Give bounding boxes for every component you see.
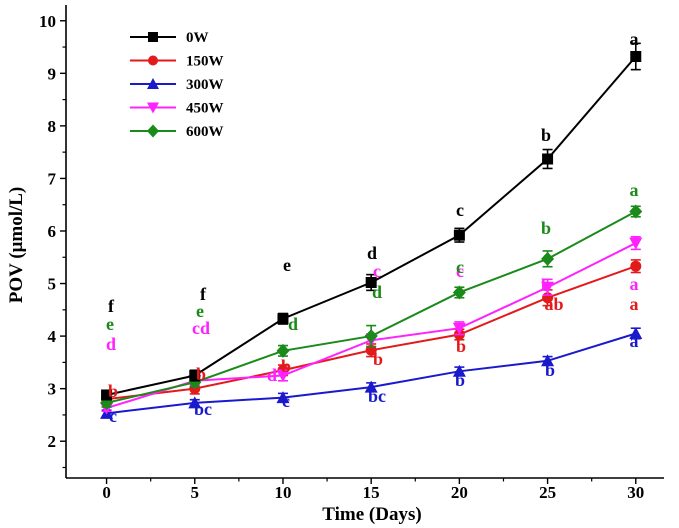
x-tick-label: 10	[274, 483, 291, 502]
data-point	[365, 276, 377, 288]
axes: 0 5 10 15 20 25 30 2 3 4 5 6 7 8 9 10	[39, 5, 664, 502]
x-tick-label: 15	[363, 483, 380, 502]
x-axis-title: Time (Days)	[322, 504, 421, 525]
significance-label: b	[455, 370, 465, 390]
significance-label: ab	[544, 294, 563, 314]
data-point	[188, 396, 202, 409]
legend-entry-300w: 300W	[130, 77, 224, 93]
y-tick-label: 3	[48, 380, 57, 399]
legend-entry-150w: 150W	[130, 54, 224, 70]
legend-entry-450w: 450W	[130, 101, 224, 117]
data-point	[277, 313, 289, 325]
y-tick-label: 4	[48, 327, 57, 346]
significance-label: f	[200, 284, 207, 304]
significance-label: b	[541, 125, 551, 145]
series-0w	[101, 42, 642, 401]
legend-marker	[148, 55, 158, 66]
y-tick-label: 10	[39, 12, 56, 31]
significance-label: c	[373, 261, 381, 281]
significance-label: b	[545, 360, 555, 380]
y-tick-label: 9	[48, 64, 57, 83]
data-point	[276, 391, 290, 404]
significance-label: c	[456, 200, 464, 220]
y-tick-label: 5	[48, 275, 57, 294]
data-point	[189, 370, 201, 382]
x-tick-label: 30	[627, 483, 644, 502]
data-point	[541, 354, 555, 367]
significance-label: b	[281, 356, 291, 376]
data-point	[452, 364, 466, 377]
legend-label: 450W	[186, 101, 224, 117]
data-point	[453, 229, 465, 241]
significance-label: c	[282, 391, 290, 411]
x-tick-label: 20	[451, 483, 468, 502]
data-point	[364, 329, 378, 344]
significance-label: b	[108, 381, 118, 401]
data-point	[542, 153, 554, 165]
significance-label: e	[106, 314, 114, 334]
significance-label: a	[630, 331, 639, 351]
y-tick-label: 6	[48, 222, 57, 241]
significance-label: f	[108, 296, 115, 316]
significance-label: a	[630, 29, 639, 49]
significance-label: c	[109, 406, 117, 426]
significance-label: b	[456, 336, 466, 356]
legend-marker	[147, 102, 159, 114]
legend-label: 300W	[186, 77, 224, 93]
significance-label: d	[288, 314, 298, 334]
data-point	[276, 343, 290, 358]
x-tick-label: 0	[102, 483, 111, 502]
significance-label: bc	[194, 399, 212, 419]
legend-label: 0W	[186, 30, 209, 46]
significance-label: a	[630, 180, 639, 200]
y-tick-label: 2	[48, 432, 57, 451]
y-tick-label: 8	[48, 117, 57, 136]
data-point	[276, 370, 290, 383]
significance-label: a	[630, 294, 639, 314]
data-point	[101, 389, 113, 401]
legend-marker	[147, 78, 159, 89]
data-point	[452, 285, 466, 300]
significance-label: cd	[192, 318, 210, 338]
data-point	[365, 344, 377, 356]
legend-entry-0w: 0W	[130, 30, 209, 46]
legend-label: 600W	[186, 124, 224, 140]
data-point	[541, 281, 555, 294]
data-point	[541, 251, 555, 266]
significance-label: a	[630, 274, 639, 294]
data-series	[100, 42, 643, 419]
significance-label: b	[373, 349, 383, 369]
legend-marker	[148, 32, 158, 42]
significance-label: bc	[368, 386, 386, 406]
legend-marker	[147, 124, 159, 138]
significance-label: d	[372, 282, 382, 302]
significance-label: d	[106, 334, 116, 354]
significance-label: b	[541, 218, 551, 238]
data-point	[629, 237, 643, 250]
significance-label: d	[367, 243, 377, 263]
significance-label: b	[196, 364, 206, 384]
significance-label: e	[196, 301, 204, 321]
data-point	[629, 326, 643, 339]
y-tick-label: 7	[48, 169, 57, 188]
legend-entry-600w: 600W	[130, 124, 224, 140]
series-300w	[100, 326, 643, 419]
data-point	[630, 51, 642, 63]
data-point	[452, 322, 466, 335]
significance-label: b	[541, 275, 551, 295]
y-axis-title: POV (μmol/L)	[6, 187, 27, 304]
x-tick-label: 25	[539, 483, 556, 502]
x-tick-label: 5	[191, 483, 200, 502]
legend-label: 150W	[186, 54, 224, 70]
significance-label: e	[283, 255, 291, 275]
legend: 0W 150W 300W 450W 600W	[130, 30, 224, 140]
data-point	[630, 260, 642, 272]
data-point	[364, 380, 378, 393]
significance-label: c	[456, 257, 464, 277]
data-point	[629, 204, 643, 219]
significance-label: c	[456, 261, 464, 281]
significance-label: d	[267, 365, 277, 385]
